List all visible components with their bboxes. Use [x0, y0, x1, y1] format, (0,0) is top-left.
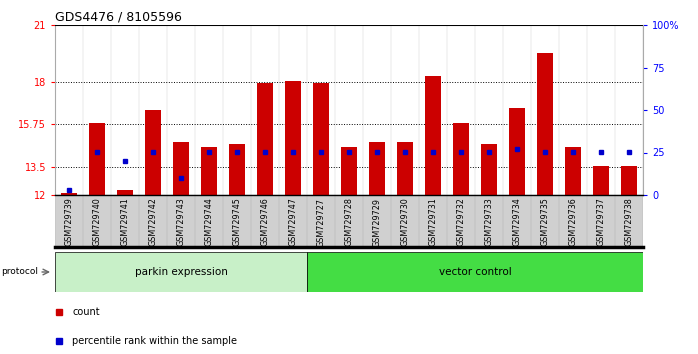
Text: percentile rank within the sample: percentile rank within the sample: [73, 336, 237, 346]
Text: GSM729741: GSM729741: [121, 198, 130, 246]
Text: GSM729732: GSM729732: [456, 198, 466, 246]
Bar: [307, 252, 643, 292]
Bar: [285, 81, 301, 195]
Text: GSM729729: GSM729729: [373, 198, 382, 247]
Text: GSM729727: GSM729727: [316, 198, 325, 247]
Bar: [145, 110, 161, 195]
Text: GSM729746: GSM729746: [260, 198, 269, 246]
Bar: [537, 53, 553, 195]
Bar: [565, 147, 581, 195]
Text: GSM729739: GSM729739: [64, 198, 73, 246]
Text: GSM729733: GSM729733: [484, 198, 493, 246]
Bar: [258, 83, 273, 195]
Bar: [453, 123, 468, 195]
Bar: [510, 108, 525, 195]
Text: count: count: [73, 307, 100, 316]
Bar: [621, 166, 637, 195]
Bar: [369, 143, 385, 195]
Text: GSM729744: GSM729744: [205, 198, 214, 246]
Text: protocol: protocol: [1, 268, 38, 276]
Text: GSM729747: GSM729747: [288, 198, 297, 246]
Bar: [55, 252, 307, 292]
Text: GSM729742: GSM729742: [149, 198, 158, 246]
Text: GSM729735: GSM729735: [540, 198, 549, 246]
Bar: [425, 76, 440, 195]
Text: GSM729737: GSM729737: [597, 198, 605, 246]
Text: parkin expression: parkin expression: [135, 267, 228, 277]
Bar: [341, 147, 357, 195]
Bar: [173, 143, 188, 195]
Bar: [482, 144, 497, 195]
Bar: [397, 143, 413, 195]
Bar: [230, 144, 245, 195]
Bar: [117, 190, 133, 195]
Text: GSM729731: GSM729731: [429, 198, 438, 246]
Bar: [593, 166, 609, 195]
Text: GSM729734: GSM729734: [512, 198, 521, 246]
Text: GSM729730: GSM729730: [401, 198, 410, 246]
Text: vector control: vector control: [438, 267, 512, 277]
Text: GSM729745: GSM729745: [232, 198, 242, 246]
Text: GSM729728: GSM729728: [345, 198, 353, 246]
Text: GSM729743: GSM729743: [177, 198, 186, 246]
Bar: [201, 147, 216, 195]
Text: GDS4476 / 8105596: GDS4476 / 8105596: [55, 11, 182, 24]
Text: GSM729740: GSM729740: [93, 198, 101, 246]
Bar: [89, 123, 105, 195]
Text: GSM729738: GSM729738: [625, 198, 634, 246]
Bar: [61, 193, 77, 195]
Bar: [313, 83, 329, 195]
Text: GSM729736: GSM729736: [568, 198, 577, 246]
